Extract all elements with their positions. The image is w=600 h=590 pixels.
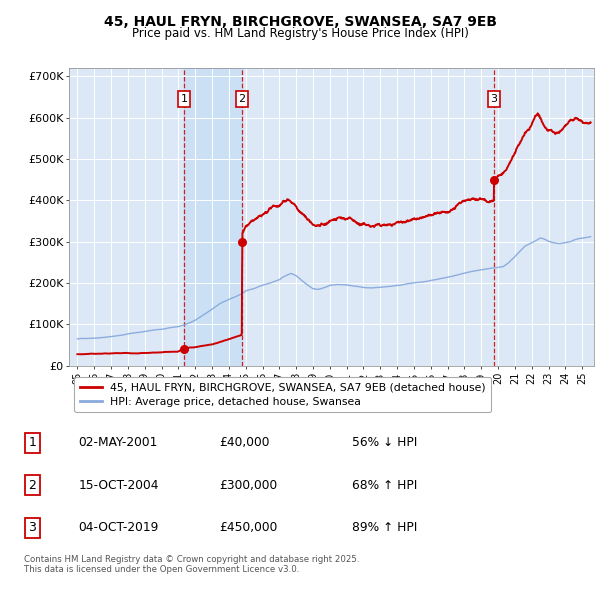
Text: Contains HM Land Registry data © Crown copyright and database right 2025.
This d: Contains HM Land Registry data © Crown c… <box>24 555 359 574</box>
Text: 2: 2 <box>239 94 246 104</box>
Text: 3: 3 <box>28 521 37 534</box>
Text: 15-OCT-2004: 15-OCT-2004 <box>79 478 159 492</box>
Text: 45, HAUL FRYN, BIRCHGROVE, SWANSEA, SA7 9EB: 45, HAUL FRYN, BIRCHGROVE, SWANSEA, SA7 … <box>104 15 497 29</box>
Text: 56% ↓ HPI: 56% ↓ HPI <box>352 437 418 450</box>
Text: £300,000: £300,000 <box>220 478 278 492</box>
Text: 89% ↑ HPI: 89% ↑ HPI <box>352 521 418 534</box>
Text: 3: 3 <box>491 94 497 104</box>
Bar <box>184 68 242 366</box>
Legend: 45, HAUL FRYN, BIRCHGROVE, SWANSEA, SA7 9EB (detached house), HPI: Average price: 45, HAUL FRYN, BIRCHGROVE, SWANSEA, SA7 … <box>74 377 491 412</box>
Text: 02-MAY-2001: 02-MAY-2001 <box>79 437 158 450</box>
Text: 04-OCT-2019: 04-OCT-2019 <box>79 521 159 534</box>
Text: Price paid vs. HM Land Registry's House Price Index (HPI): Price paid vs. HM Land Registry's House … <box>131 27 469 40</box>
Text: £40,000: £40,000 <box>220 437 270 450</box>
Text: 2: 2 <box>28 478 37 492</box>
Text: 68% ↑ HPI: 68% ↑ HPI <box>352 478 418 492</box>
Text: 1: 1 <box>28 437 37 450</box>
Text: 1: 1 <box>181 94 188 104</box>
Text: £450,000: £450,000 <box>220 521 278 534</box>
